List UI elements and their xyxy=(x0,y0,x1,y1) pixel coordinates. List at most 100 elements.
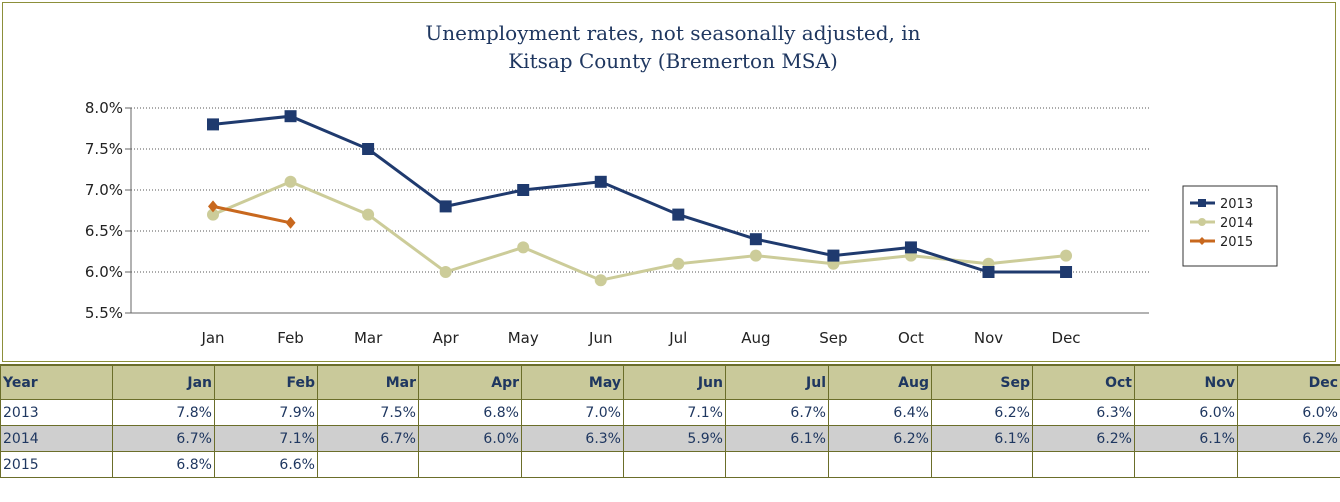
x-tick-label: Sep xyxy=(819,329,847,347)
table-cell: 6.1% xyxy=(725,425,829,452)
table-cell: 6.3% xyxy=(1032,399,1135,426)
x-tick-label: Oct xyxy=(898,329,924,347)
table-cell: 6.4% xyxy=(828,399,932,426)
x-tick-label: Apr xyxy=(433,329,460,347)
legend-marker xyxy=(1198,199,1206,207)
table-header-month: Feb xyxy=(214,364,318,400)
legend-label: 2015 xyxy=(1220,235,1253,250)
table-row: 2015 6.8% 6.6% xyxy=(0,451,1340,478)
axis-layer: 8.0% 7.5% 7.0% 6.5% 6.0% 5.5% Jan Feb Mar Apr May J… xyxy=(85,99,1149,347)
x-tick-label: Jan xyxy=(200,329,224,347)
x-tick-label: Feb xyxy=(277,329,304,347)
legend-label: 2013 xyxy=(1220,197,1253,212)
table-cell: 6.2% xyxy=(1032,425,1135,452)
data-point-circle xyxy=(749,249,762,262)
table-cell xyxy=(623,451,726,478)
data-point-circle xyxy=(1060,249,1073,262)
table-cell xyxy=(521,451,624,478)
data-point-square xyxy=(284,110,297,123)
table-header-month: Mar xyxy=(317,364,419,400)
table-cell: 7.5% xyxy=(317,399,419,426)
data-point-square xyxy=(827,249,840,262)
y-tick-label: 8.0% xyxy=(85,99,123,117)
table-cell: 6.0% xyxy=(1134,399,1238,426)
table-cell xyxy=(1237,451,1340,478)
table-cell-year: 2013 xyxy=(0,399,113,426)
table-header-month: Sep xyxy=(931,364,1033,400)
table-cell: 6.7% xyxy=(112,425,215,452)
table-cell xyxy=(828,451,932,478)
table-cell: 6.1% xyxy=(931,425,1033,452)
table-header-month: May xyxy=(521,364,624,400)
table-cell: 7.0% xyxy=(521,399,624,426)
x-tick-label: May xyxy=(508,329,539,347)
table-cell: 6.8% xyxy=(112,451,215,478)
data-point-diamond xyxy=(208,200,218,213)
table-row: 2014 6.7% 7.1% 6.7% 6.0% 6.3% 5.9% 6.1% … xyxy=(0,425,1340,452)
data-point-square xyxy=(982,266,995,278)
table-cell: 6.7% xyxy=(725,399,829,426)
data-point-circle xyxy=(284,175,297,188)
table-header-month: Dec xyxy=(1237,364,1340,400)
y-tick-label: 6.0% xyxy=(85,263,123,281)
data-point-circle xyxy=(362,208,375,221)
x-tick-label: Jun xyxy=(588,329,612,347)
series-2013 xyxy=(207,110,1073,278)
data-point-square xyxy=(594,175,607,188)
data-point-circle xyxy=(517,241,530,254)
table-cell xyxy=(418,451,522,478)
chart-title: Unemployment rates, not seasonally adjus… xyxy=(425,21,920,45)
legend-label: 2014 xyxy=(1220,216,1253,231)
table-header-row: Year Jan Feb Mar Apr May Jun Jul Aug Sep… xyxy=(0,364,1340,400)
data-table: Year Jan Feb Mar Apr May Jun Jul Aug Sep… xyxy=(0,364,1340,478)
table-header-month: Jun xyxy=(623,364,726,400)
data-point-square xyxy=(517,184,530,196)
data-point-square xyxy=(904,241,917,254)
table-header-month: Aug xyxy=(828,364,932,400)
data-point-square xyxy=(362,143,375,155)
x-tick-label: Mar xyxy=(354,329,383,347)
series-layer xyxy=(207,110,1073,287)
table-cell: 7.8% xyxy=(112,399,215,426)
legend-marker xyxy=(1198,218,1206,226)
data-point-square xyxy=(749,233,762,246)
x-tick-label: Dec xyxy=(1052,329,1081,347)
chart-container: Unemployment rates, not seasonally adjus… xyxy=(2,2,1336,362)
table-row: 2013 7.8% 7.9% 7.5% 6.8% 7.0% 7.1% 6.7% … xyxy=(0,399,1340,426)
data-point-circle xyxy=(207,208,219,221)
table-cell: 6.2% xyxy=(1237,425,1340,452)
table-cell: 6.8% xyxy=(418,399,522,426)
table-header-month: Nov xyxy=(1134,364,1238,400)
x-tick-label: Jul xyxy=(668,329,687,347)
table-cell xyxy=(317,451,419,478)
data-point-circle xyxy=(594,274,607,287)
table-cell: 6.3% xyxy=(521,425,624,452)
x-tick-label: Aug xyxy=(741,329,770,347)
legend-marker xyxy=(1198,237,1206,245)
data-point-circle xyxy=(439,266,452,278)
legend: 2013 2014 2015 xyxy=(1182,185,1278,267)
data-point-circle xyxy=(672,257,685,270)
table-cell: 6.2% xyxy=(931,399,1033,426)
data-point-square xyxy=(1060,266,1073,278)
table-cell: 6.2% xyxy=(828,425,932,452)
table-header-month: Oct xyxy=(1032,364,1135,400)
line-chart: Unemployment rates, not seasonally adjus… xyxy=(85,21,1278,347)
table-cell: 6.1% xyxy=(1134,425,1238,452)
series-line xyxy=(212,204,291,225)
table-cell-year: 2014 xyxy=(0,425,113,452)
y-tick-label: 5.5% xyxy=(85,304,123,322)
table-cell: 6.0% xyxy=(1237,399,1340,426)
table-cell: 7.1% xyxy=(214,425,318,452)
series-2014 xyxy=(207,175,1073,287)
x-tick-label: Nov xyxy=(974,329,1003,347)
y-tick-label: 7.5% xyxy=(85,140,123,158)
series-2015 xyxy=(208,200,296,229)
data-point-square xyxy=(672,208,685,221)
table-header-month: Apr xyxy=(418,364,522,400)
table-cell: 7.1% xyxy=(623,399,726,426)
table-cell xyxy=(1032,451,1135,478)
table-cell xyxy=(725,451,829,478)
table-cell: 6.6% xyxy=(214,451,318,478)
table-cell: 6.7% xyxy=(317,425,419,452)
